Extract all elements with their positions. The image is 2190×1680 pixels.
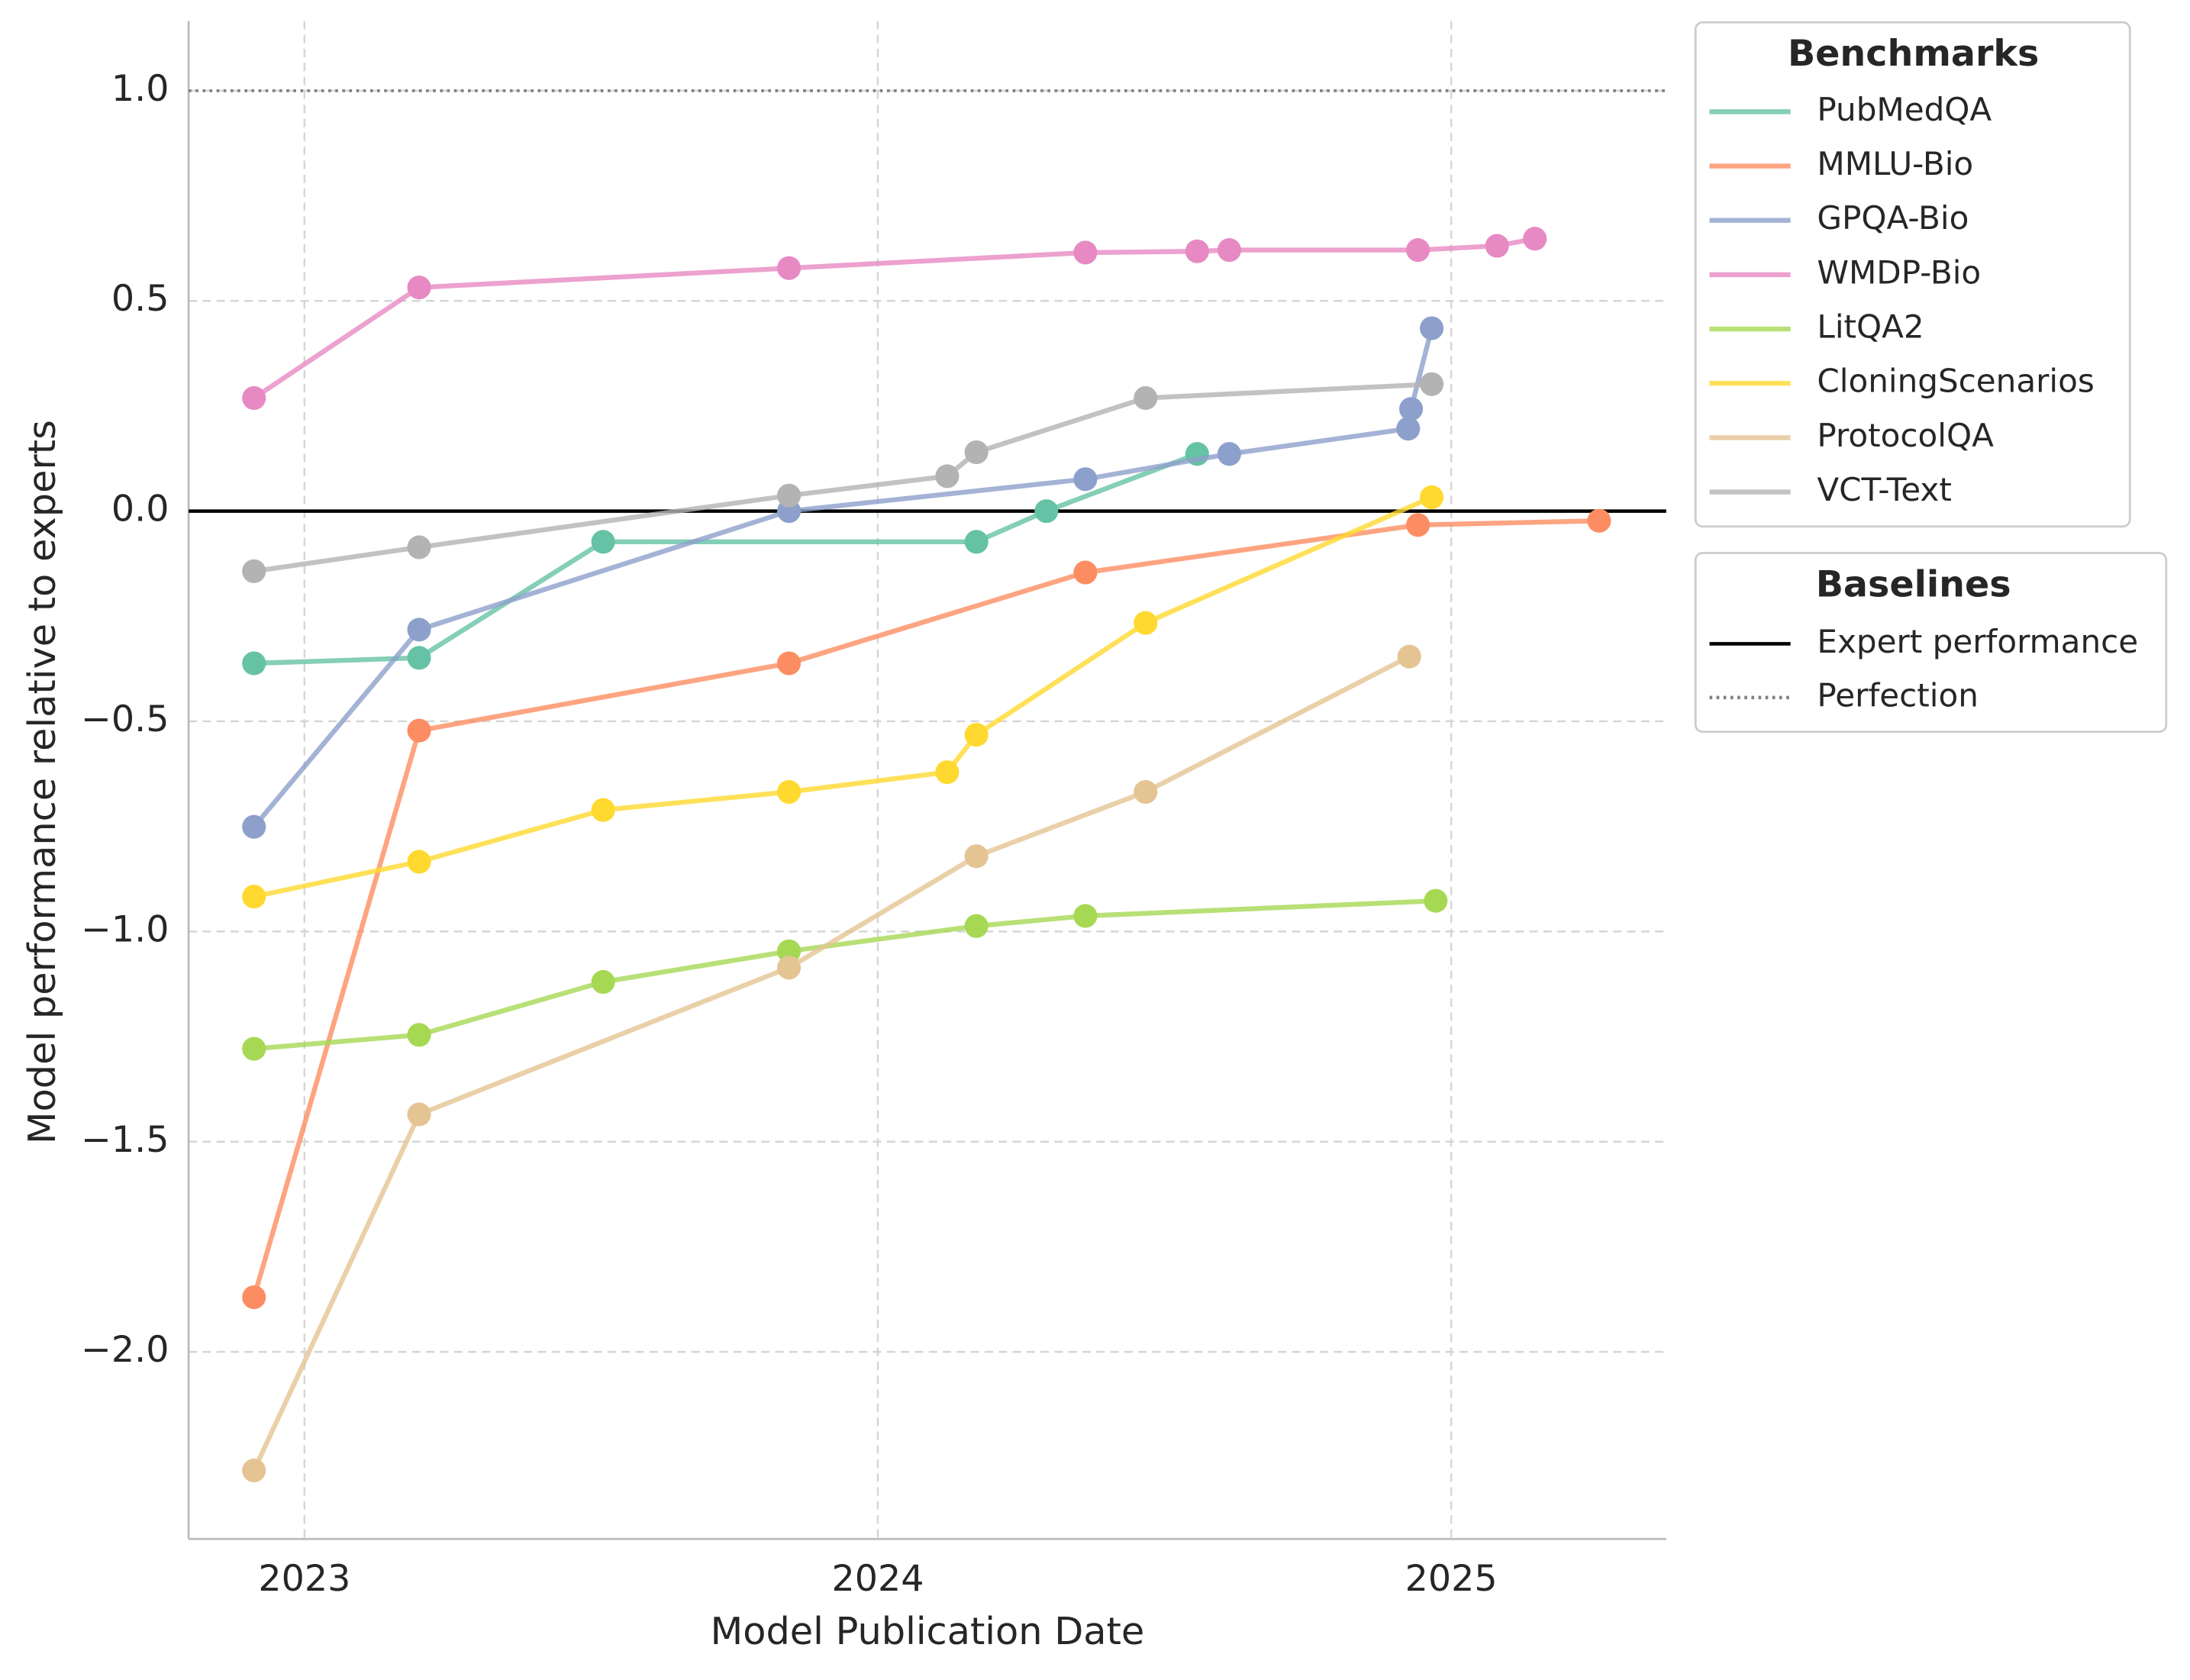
x-axis-label: Model Publication Date bbox=[711, 1609, 1145, 1653]
legend-label: CloningScenarios bbox=[1817, 363, 2094, 400]
series-line bbox=[253, 898, 1436, 1052]
y-tick-label: −1.0 bbox=[81, 908, 169, 950]
legend-label: WMDP-Bio bbox=[1817, 253, 1981, 291]
data-point bbox=[964, 844, 989, 869]
y-tick-label: −1.5 bbox=[81, 1119, 169, 1161]
data-point bbox=[407, 535, 431, 559]
data-point bbox=[1396, 417, 1421, 441]
series-line bbox=[252, 236, 1536, 401]
data-point bbox=[964, 723, 989, 747]
data-point bbox=[242, 1285, 266, 1310]
data-point bbox=[242, 1458, 266, 1482]
data-point bbox=[407, 1023, 431, 1047]
data-point bbox=[591, 798, 615, 822]
series-line bbox=[252, 327, 1434, 829]
data-point bbox=[935, 760, 960, 785]
data-point bbox=[1485, 234, 1509, 258]
data-point bbox=[1406, 238, 1430, 263]
data-point bbox=[1424, 888, 1448, 913]
series-line bbox=[251, 518, 1600, 1298]
data-point bbox=[776, 483, 801, 508]
data-point bbox=[591, 530, 615, 554]
data-point bbox=[242, 559, 266, 583]
data-point bbox=[1073, 467, 1098, 492]
data-point bbox=[1420, 316, 1444, 340]
data-point bbox=[935, 464, 960, 489]
y-axis-label: Model performance relative to experts bbox=[20, 420, 64, 1144]
data-point bbox=[1420, 485, 1444, 509]
legend-label: LitQA2 bbox=[1817, 308, 1924, 346]
data-point bbox=[407, 850, 431, 874]
data-point bbox=[1073, 240, 1098, 265]
legend-label: VCT-Text bbox=[1817, 471, 1951, 508]
legend-label: PubMedQA bbox=[1817, 91, 1992, 128]
data-point bbox=[1523, 227, 1547, 251]
baseline-legend-box bbox=[1694, 552, 2168, 734]
data-point bbox=[407, 646, 431, 670]
legend-label: GPQA-Bio bbox=[1817, 199, 1969, 237]
series-line bbox=[251, 654, 1411, 1472]
y-tick-label: 1.0 bbox=[111, 68, 169, 110]
data-point bbox=[964, 914, 989, 938]
data-point bbox=[1134, 385, 1158, 411]
data-point bbox=[242, 385, 266, 411]
data-point bbox=[964, 530, 989, 554]
x-tick-label: 2023 bbox=[258, 1558, 350, 1600]
series-line bbox=[253, 451, 1198, 666]
data-point bbox=[407, 1102, 431, 1127]
series-line bbox=[253, 495, 1433, 899]
y-tick-label: 0.5 bbox=[111, 278, 169, 320]
y-tick-label: −0.5 bbox=[81, 698, 169, 740]
x-tick-label: 2024 bbox=[831, 1558, 924, 1600]
data-point bbox=[242, 651, 266, 676]
data-point bbox=[591, 969, 615, 995]
data-point bbox=[964, 440, 989, 465]
data-point bbox=[1217, 442, 1241, 466]
data-point bbox=[1420, 372, 1444, 396]
data-point bbox=[1217, 238, 1241, 263]
legend-label: Perfection bbox=[1817, 676, 1979, 714]
data-point bbox=[1587, 508, 1611, 533]
data-point bbox=[1406, 513, 1430, 537]
data-point bbox=[1034, 499, 1059, 524]
data-point bbox=[1134, 611, 1158, 635]
data-point bbox=[1073, 904, 1098, 928]
legend-label: ProtocolQA bbox=[1817, 417, 1994, 454]
data-point bbox=[407, 718, 431, 743]
y-tick-label: −2.0 bbox=[81, 1329, 169, 1371]
data-point bbox=[1073, 560, 1098, 585]
data-point bbox=[407, 276, 431, 300]
data-point bbox=[407, 618, 431, 642]
data-point bbox=[1397, 644, 1421, 669]
data-point bbox=[1398, 397, 1424, 421]
data-point bbox=[242, 885, 266, 909]
baseline-legend-title: Baselines bbox=[1816, 563, 2011, 605]
x-tick-label: 2025 bbox=[1405, 1558, 1498, 1600]
legend-box bbox=[1694, 21, 2131, 528]
data-point bbox=[242, 814, 266, 839]
y-tick-label: 0.0 bbox=[111, 489, 169, 530]
data-point bbox=[776, 256, 801, 280]
legend-label: Expert performance bbox=[1817, 623, 2138, 660]
data-point bbox=[242, 1037, 266, 1061]
legend-label: MMLU-Bio bbox=[1817, 145, 1973, 182]
data-point bbox=[776, 939, 801, 963]
data-point bbox=[1134, 779, 1158, 805]
data-point bbox=[776, 651, 801, 676]
legend-title: Benchmarks bbox=[1788, 33, 2039, 75]
data-point bbox=[1185, 239, 1209, 263]
data-point bbox=[776, 956, 801, 980]
data-point bbox=[776, 779, 801, 805]
